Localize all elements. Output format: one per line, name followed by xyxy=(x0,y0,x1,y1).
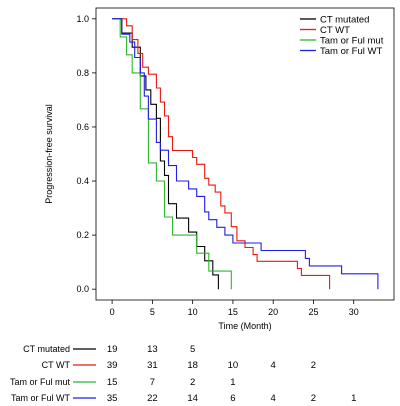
y-axis: 0.0 0.2 0.4 0.6 0.8 1.0 Progression-free survi… xyxy=(44,14,96,294)
plot-area-border xyxy=(95,7,395,301)
risk-count: 4 xyxy=(271,393,276,404)
risk-count: 1 xyxy=(351,393,356,404)
y-tick-label: 1.0 xyxy=(76,14,89,24)
x-tick-label: 15 xyxy=(228,307,238,317)
y-tick-label: 0.4 xyxy=(76,176,89,186)
risk-count: 19 xyxy=(107,344,118,355)
risk-count: 39 xyxy=(107,360,118,371)
risk-count: 4 xyxy=(271,360,276,371)
y-tick-label: 0.8 xyxy=(76,68,89,78)
survival-curves xyxy=(112,18,379,290)
y-tick-label: 0.6 xyxy=(76,122,89,132)
y-axis-title: Progression-free survival xyxy=(44,104,54,204)
legend-label: CT mutated xyxy=(320,15,369,26)
risk-count: 15 xyxy=(107,377,118,388)
y-tick-label: 0.2 xyxy=(76,230,89,240)
risk-count: 22 xyxy=(147,393,158,404)
risk-count: 1 xyxy=(230,377,235,388)
x-tick-label: 10 xyxy=(188,307,198,317)
survival-curve-tam-or-ful-mut xyxy=(112,18,232,290)
risk-count: 14 xyxy=(187,393,198,404)
risk-count: 2 xyxy=(190,377,195,388)
plot-frame xyxy=(95,7,395,301)
y-tick-label: 0.0 xyxy=(76,284,89,294)
risk-count: 10 xyxy=(228,360,239,371)
legend-label: Tam or Ful mut xyxy=(320,36,384,47)
survival-curve-ct-wt xyxy=(112,18,331,290)
survival-curve-tam-or-ful-wt xyxy=(112,18,379,290)
risk-row-label: Tam or Ful WT xyxy=(11,393,71,403)
x-tick-label: 0 xyxy=(110,307,115,317)
risk-row-label: Tam or Ful mut xyxy=(10,377,71,387)
risk-row-label: CT mutated xyxy=(23,344,70,354)
legend-label: CT WT xyxy=(320,25,350,36)
risk-count: 2 xyxy=(311,393,316,404)
x-axis-title: Time (Month) xyxy=(218,321,271,331)
risk-count: 2 xyxy=(311,360,316,371)
x-axis: 0 5 10 15 20 25 30 Time (Month) xyxy=(110,300,359,331)
risk-row-label: CT WT xyxy=(42,360,71,370)
survival-curve-ct-mutated xyxy=(112,18,219,290)
risk-count: 5 xyxy=(190,344,195,355)
risk-count: 7 xyxy=(150,377,155,388)
risk-count: 18 xyxy=(187,360,198,371)
risk-count: 31 xyxy=(147,360,158,371)
x-tick-label: 20 xyxy=(268,307,278,317)
legend-label: Tam or Ful WT xyxy=(320,46,382,57)
risk-count: 6 xyxy=(230,393,235,404)
risk-count: 13 xyxy=(147,344,158,355)
x-tick-label: 30 xyxy=(349,307,359,317)
x-tick-label: 25 xyxy=(308,307,318,317)
x-tick-label: 5 xyxy=(150,307,155,317)
risk-count: 35 xyxy=(107,393,118,404)
